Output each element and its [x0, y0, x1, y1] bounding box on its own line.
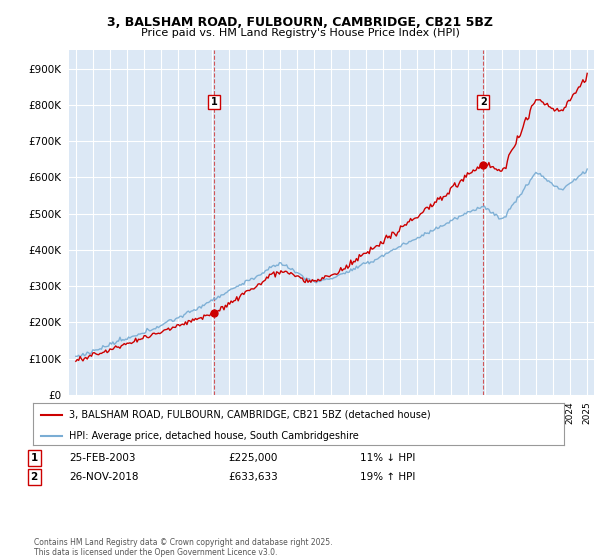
Text: 3, BALSHAM ROAD, FULBOURN, CAMBRIDGE, CB21 5BZ: 3, BALSHAM ROAD, FULBOURN, CAMBRIDGE, CB…: [107, 16, 493, 29]
Text: 3, BALSHAM ROAD, FULBOURN, CAMBRIDGE, CB21 5BZ (detached house): 3, BALSHAM ROAD, FULBOURN, CAMBRIDGE, CB…: [69, 410, 431, 420]
Text: Price paid vs. HM Land Registry's House Price Index (HPI): Price paid vs. HM Land Registry's House …: [140, 28, 460, 38]
Text: 26-NOV-2018: 26-NOV-2018: [69, 472, 139, 482]
Text: £225,000: £225,000: [228, 453, 277, 463]
Text: 2: 2: [480, 97, 487, 107]
Text: 19% ↑ HPI: 19% ↑ HPI: [360, 472, 415, 482]
Text: Contains HM Land Registry data © Crown copyright and database right 2025.
This d: Contains HM Land Registry data © Crown c…: [34, 538, 332, 557]
Text: HPI: Average price, detached house, South Cambridgeshire: HPI: Average price, detached house, Sout…: [69, 431, 359, 441]
Text: £633,633: £633,633: [228, 472, 278, 482]
Text: 1: 1: [31, 453, 38, 463]
Text: 11% ↓ HPI: 11% ↓ HPI: [360, 453, 415, 463]
Text: 25-FEB-2003: 25-FEB-2003: [69, 453, 136, 463]
Text: 2: 2: [31, 472, 38, 482]
Text: 1: 1: [211, 97, 218, 107]
